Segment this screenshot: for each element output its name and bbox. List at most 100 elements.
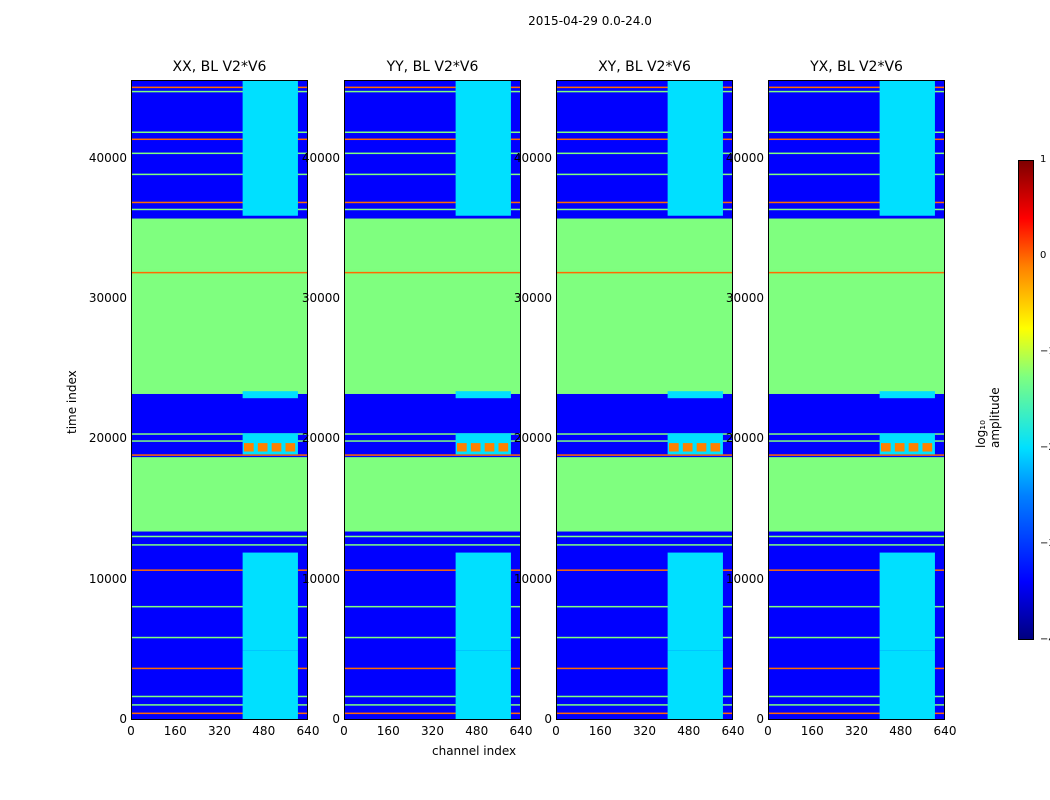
flag-line bbox=[557, 267, 732, 270]
flag-line bbox=[769, 636, 944, 639]
flag-line bbox=[769, 131, 944, 134]
flag-line bbox=[769, 535, 944, 538]
flag-line bbox=[769, 454, 944, 456]
flag-line bbox=[345, 90, 520, 93]
x-axis-label: channel index bbox=[432, 744, 517, 758]
flag-line bbox=[557, 138, 732, 141]
waterfall-image-xy bbox=[557, 81, 732, 719]
flag-line bbox=[345, 86, 520, 89]
flag-line bbox=[132, 712, 307, 715]
flag-line bbox=[557, 131, 732, 134]
flag-line bbox=[557, 271, 732, 274]
flag-line bbox=[132, 704, 307, 706]
flag-line bbox=[769, 90, 944, 93]
strong-feature bbox=[484, 443, 495, 452]
flag-line bbox=[769, 86, 944, 89]
x-tick-label: 320 bbox=[421, 724, 444, 738]
y-tick-label: 0 bbox=[332, 712, 340, 726]
x-tick-label: 160 bbox=[376, 724, 400, 738]
rfi-band bbox=[455, 433, 511, 455]
rfi-band bbox=[667, 552, 723, 651]
y-tick-label: 10000 bbox=[513, 571, 552, 586]
rfi-band bbox=[455, 391, 511, 399]
flag-line bbox=[345, 636, 520, 639]
flag-line bbox=[132, 131, 307, 134]
x-tick-label: 160 bbox=[588, 724, 612, 738]
flag-line bbox=[132, 636, 307, 639]
panel-title-yx: YX, BL V2*V6 bbox=[810, 59, 903, 75]
flag-line bbox=[769, 208, 944, 211]
rfi-band bbox=[455, 650, 511, 719]
colorbar bbox=[1018, 160, 1034, 640]
colorbar-tick-label: −3 bbox=[1040, 538, 1050, 549]
flag-line bbox=[132, 271, 307, 274]
strong-feature bbox=[669, 443, 679, 452]
strong-feature bbox=[894, 443, 905, 452]
uniform-block bbox=[557, 218, 732, 394]
flag-line bbox=[769, 433, 944, 435]
flag-line bbox=[557, 695, 732, 698]
flag-line bbox=[769, 173, 944, 176]
x-tick-label: 160 bbox=[800, 724, 824, 738]
x-tick-label: 640 bbox=[296, 724, 320, 738]
waterfall-panel-yy bbox=[344, 80, 521, 720]
rfi-band bbox=[879, 650, 935, 719]
flag-line bbox=[557, 535, 732, 538]
panel-title-yy: YY, BL V2*V6 bbox=[386, 59, 479, 75]
x-tick-label: 640 bbox=[933, 724, 957, 738]
flag-line bbox=[132, 667, 307, 670]
flag-line bbox=[345, 704, 520, 706]
flag-line bbox=[557, 152, 732, 155]
uniform-block bbox=[132, 218, 307, 394]
flag-line bbox=[345, 454, 520, 456]
flag-line bbox=[769, 695, 944, 698]
flag-line bbox=[769, 569, 944, 571]
flag-line bbox=[132, 173, 307, 176]
flag-line bbox=[345, 605, 520, 608]
x-tick-label: 0 bbox=[764, 724, 772, 738]
flag-line bbox=[769, 440, 944, 442]
flag-line bbox=[557, 86, 732, 89]
waterfall-image-xx bbox=[132, 81, 307, 719]
y-tick-label: 0 bbox=[119, 712, 127, 726]
flag-line bbox=[132, 267, 307, 270]
y-tick-label: 10000 bbox=[301, 571, 340, 586]
flag-line bbox=[769, 712, 944, 715]
y-tick-label: 0 bbox=[544, 712, 552, 726]
x-tick-label: 320 bbox=[633, 724, 656, 738]
flag-line bbox=[345, 208, 520, 211]
flag-line bbox=[769, 201, 944, 204]
figure-title: 2015-04-29 0.0-24.0 bbox=[528, 14, 652, 28]
x-tick-label: 640 bbox=[721, 724, 745, 738]
flag-line bbox=[345, 267, 520, 270]
uniform-block bbox=[345, 218, 520, 394]
flag-line bbox=[345, 535, 520, 538]
flag-line bbox=[132, 201, 307, 204]
strong-feature bbox=[710, 443, 721, 452]
rfi-band bbox=[242, 433, 298, 455]
flag-line bbox=[557, 440, 732, 442]
strong-feature bbox=[498, 443, 509, 452]
flag-line bbox=[132, 152, 307, 155]
flag-line bbox=[132, 433, 307, 435]
uniform-block bbox=[345, 457, 520, 532]
colorbar-tick-label: 1 bbox=[1040, 154, 1047, 165]
rfi-band bbox=[242, 81, 298, 216]
flag-line bbox=[557, 667, 732, 670]
strong-feature bbox=[257, 443, 268, 452]
flag-line bbox=[557, 704, 732, 706]
strong-feature bbox=[457, 443, 467, 452]
y-tick-label: 20000 bbox=[301, 431, 340, 446]
flag-line bbox=[557, 605, 732, 608]
flag-line bbox=[345, 271, 520, 274]
y-tick-label: 30000 bbox=[301, 290, 340, 305]
waterfall-panel-yx bbox=[768, 80, 945, 720]
y-tick-label: 30000 bbox=[88, 290, 127, 305]
flag-line bbox=[345, 138, 520, 141]
strong-feature bbox=[696, 443, 707, 452]
y-tick-label: 0 bbox=[756, 712, 764, 726]
y-tick-label: 40000 bbox=[725, 150, 764, 165]
rfi-band bbox=[667, 81, 723, 216]
rfi-band bbox=[667, 433, 723, 455]
y-tick-label: 20000 bbox=[513, 431, 552, 446]
